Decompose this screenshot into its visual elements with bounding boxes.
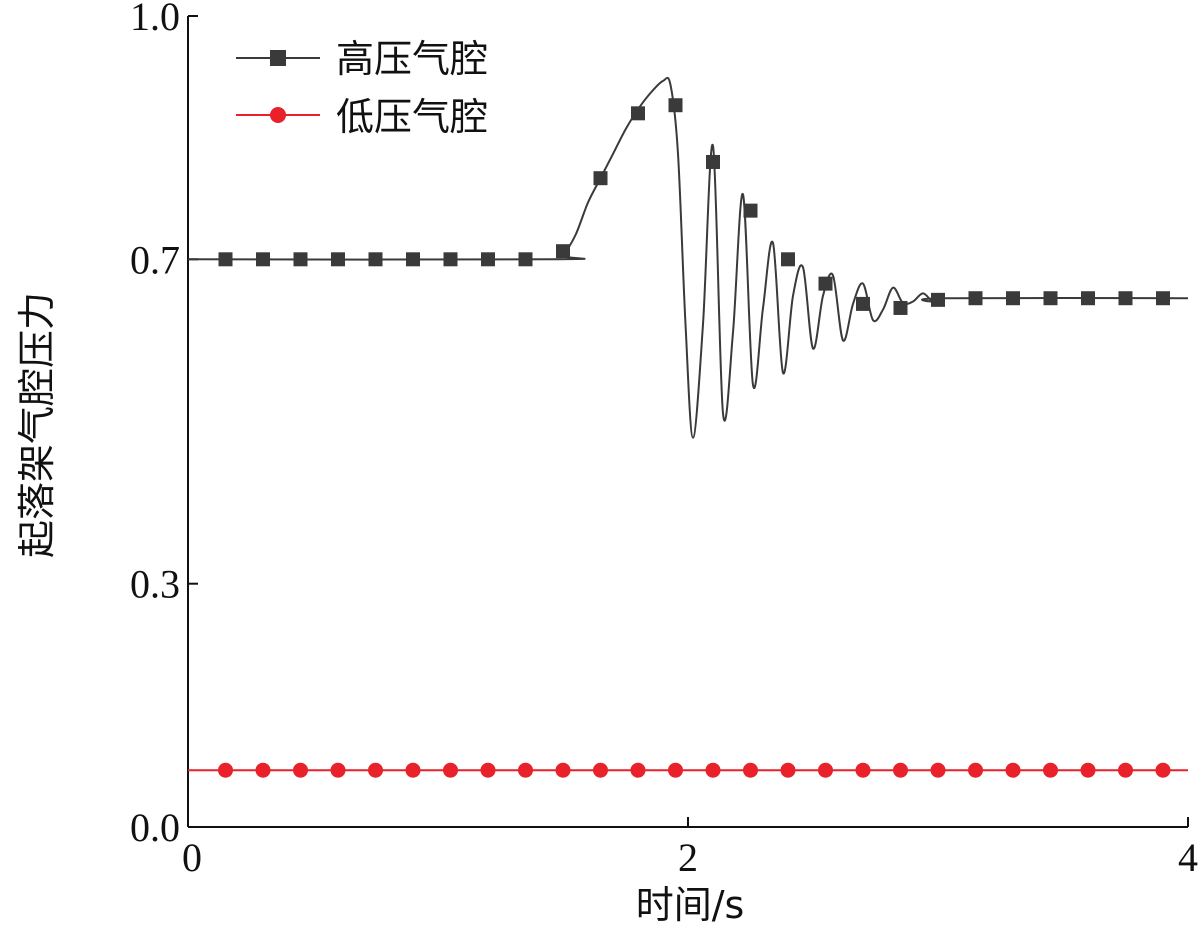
x-tick-label: 0 [182,835,202,880]
y-tick-label: 1.0 [130,0,180,39]
legend-marker-low [270,107,286,123]
x-tick-label: 2 [678,835,698,880]
legend-label-high: 高压气腔 [336,37,488,81]
series-line-high [187,76,1189,439]
data-point-high [368,252,383,267]
y-tick-label: 0.3 [130,562,180,607]
data-point-high [1006,291,1020,306]
y-tick-label: 0.7 [130,237,180,282]
data-point-high [1081,291,1095,306]
x-tick-label: 4 [1178,835,1198,880]
data-point-low [630,762,646,778]
data-point-low [855,762,871,778]
data-point-high [518,252,533,267]
data-point-low [893,762,908,778]
data-point-high [968,291,983,306]
data-point-high [1118,291,1133,306]
data-point-high [1156,291,1170,306]
data-point-high [331,252,345,267]
data-point-high [593,171,608,186]
data-point-low [1005,762,1021,778]
data-point-low [705,762,721,778]
data-point-low [780,762,796,778]
data-point-low [1155,762,1171,778]
data-point-low [405,762,421,778]
data-point-low [555,762,571,778]
data-point-high [631,106,645,121]
data-point-low [480,762,496,778]
data-point-high [481,252,495,267]
data-point-high [893,300,908,315]
data-point-high [256,252,270,267]
legend: 高压气腔 低压气腔 [236,37,488,139]
data-point-high [781,252,795,267]
data-point-high [818,276,833,291]
data-point-low [1043,762,1058,778]
data-point-low [968,762,983,778]
data-point-high [668,98,683,113]
data-point-low [818,762,833,778]
y-axis-title: 起落架气腔压力 [15,292,59,558]
data-point-low [330,762,346,778]
data-point-high [218,252,233,267]
data-point-high [293,252,308,267]
data-point-low [593,762,608,778]
data-point-high [931,292,945,307]
data-point-low [255,762,271,778]
data-point-low [668,762,683,778]
data-point-low [218,762,233,778]
x-axis-title: 时间/s [636,883,745,927]
y-tick-label: 0.0 [130,805,180,850]
data-point-high [556,244,570,259]
data-point-low [743,762,758,778]
data-point-low [518,762,533,778]
legend-label-low: 低压气腔 [336,95,488,139]
data-point-high [856,296,870,311]
data-point-low [368,762,383,778]
data-point-low [293,762,308,778]
data-point-high [743,203,758,218]
data-point-low [1080,762,1096,778]
data-point-low [443,762,458,778]
data-point-low [1118,762,1133,778]
data-point-high [406,252,420,267]
data-point-high [443,252,458,267]
legend-marker-high [270,50,286,66]
data-point-high [1043,291,1058,306]
axes: 0.0 0.3 0.7 1.0 0 2 4 [130,0,1198,880]
data-point-high [706,154,720,169]
data-point-low [930,762,946,778]
series-layer [187,76,1189,778]
